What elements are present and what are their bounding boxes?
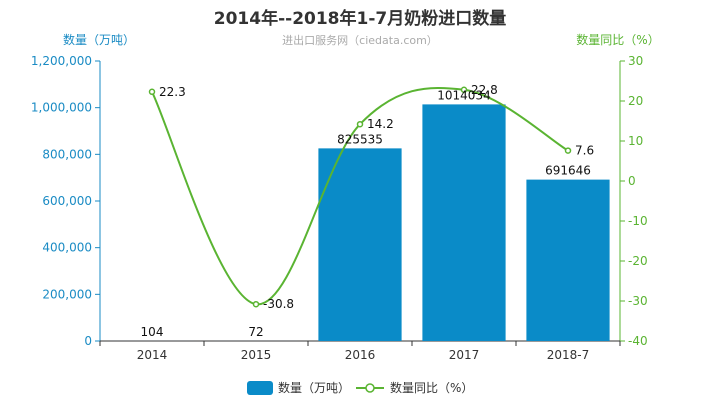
yoy-value-label: 7.6 xyxy=(575,144,594,158)
legend-line-marker[interactable] xyxy=(366,384,374,392)
bar-value-label: 72 xyxy=(248,325,263,339)
yoy-value-label: 22.8 xyxy=(471,83,498,97)
bar-value-label: 825535 xyxy=(337,132,383,146)
legend[interactable]: 数量（万吨） 数量同比（%） xyxy=(247,380,473,395)
left-tick-label: 800,000 xyxy=(42,147,92,161)
left-tick-label: 0 xyxy=(84,334,92,348)
left-tick-label: 200,000 xyxy=(42,287,92,301)
x-tick-label: 2015 xyxy=(241,348,272,362)
chart-title: 2014年--2018年1-7月奶粉进口数量 xyxy=(214,8,506,29)
left-tick-label: 600,000 xyxy=(42,194,92,208)
left-tick-label: 1,000,000 xyxy=(31,101,92,115)
right-tick-label: -10 xyxy=(628,214,648,228)
left-axis-title: 数量（万吨） xyxy=(63,32,135,47)
right-tick-label: 30 xyxy=(628,54,643,68)
left-tick-label: 1,200,000 xyxy=(31,54,92,68)
right-tick-label: 20 xyxy=(628,94,643,108)
right-tick-label: 10 xyxy=(628,134,643,148)
right-tick-label: -30 xyxy=(628,294,648,308)
legend-bar-label[interactable]: 数量（万吨） xyxy=(278,380,350,395)
yoy-value-label: 22.3 xyxy=(159,85,186,99)
yoy-point xyxy=(254,302,259,307)
right-tick-label: 0 xyxy=(628,174,636,188)
chart-subtitle: 进出口服务网（ciedata.com） xyxy=(282,33,438,47)
bar-2018-7 xyxy=(526,180,609,341)
bar-value-label: 691646 xyxy=(545,164,591,178)
bar-value-label: 104 xyxy=(141,325,164,339)
yoy-value-label: 14.2 xyxy=(367,117,394,131)
right-tick-label: -20 xyxy=(628,254,648,268)
yoy-point xyxy=(150,89,155,94)
x-tick-label: 2017 xyxy=(449,348,480,362)
x-tick-label: 2014 xyxy=(137,348,168,362)
bar-2017 xyxy=(422,104,505,341)
left-tick-label: 400,000 xyxy=(42,241,92,255)
x-tick-label: 2016 xyxy=(345,348,376,362)
right-axis-title: 数量同比（%） xyxy=(576,32,659,47)
yoy-point xyxy=(566,148,571,153)
x-tick-label: 2018-7 xyxy=(547,348,590,362)
yoy-value-label: -30.8 xyxy=(263,297,294,311)
legend-line-label[interactable]: 数量同比（%） xyxy=(390,380,473,395)
right-tick-label: -40 xyxy=(628,334,648,348)
yoy-point xyxy=(358,122,363,127)
legend-bar-swatch[interactable] xyxy=(247,381,273,395)
